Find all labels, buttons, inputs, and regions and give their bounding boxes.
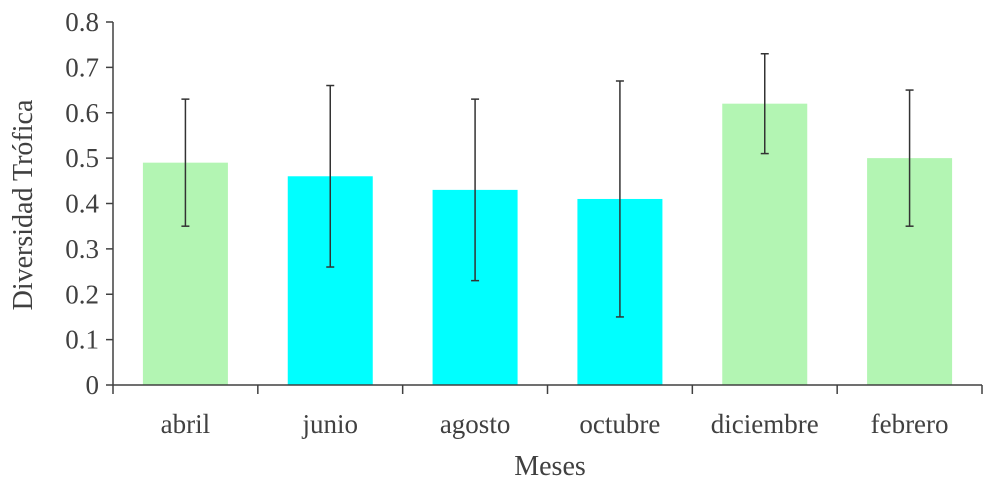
x-tick-label: diciembre bbox=[711, 409, 819, 439]
bars bbox=[142, 103, 953, 386]
y-tick-label: 0.3 bbox=[65, 234, 99, 264]
x-axis-ticks: abril junio agosto octubre diciembre febrero bbox=[112, 385, 983, 439]
y-tick-label: 0.4 bbox=[65, 189, 99, 219]
y-tick-label: 0.2 bbox=[65, 279, 99, 309]
y-axis-title: Diversidad Trófica bbox=[8, 99, 39, 310]
y-tick-label: 0.8 bbox=[65, 7, 99, 37]
y-tick-label: 0.7 bbox=[65, 52, 99, 82]
x-tick-label: octubre bbox=[579, 409, 660, 439]
error-bars bbox=[181, 53, 914, 318]
y-tick-label: 0.6 bbox=[65, 98, 99, 128]
x-tick-label: abril bbox=[161, 409, 210, 439]
x-tick-label: agosto bbox=[440, 409, 511, 439]
axes bbox=[112, 22, 982, 386]
x-axis-title: Meses bbox=[514, 451, 586, 479]
x-tick-label: febrero bbox=[871, 409, 949, 439]
y-tick-label: 0.5 bbox=[65, 143, 99, 173]
y-tick-label: 0 bbox=[86, 370, 100, 400]
y-tick-label: 0.1 bbox=[65, 325, 99, 355]
y-axis-ticks: 0 0.1 0.2 0.3 0.4 0.5 0.6 0.7 0.8 bbox=[65, 7, 113, 400]
x-tick-label: junio bbox=[301, 409, 358, 439]
